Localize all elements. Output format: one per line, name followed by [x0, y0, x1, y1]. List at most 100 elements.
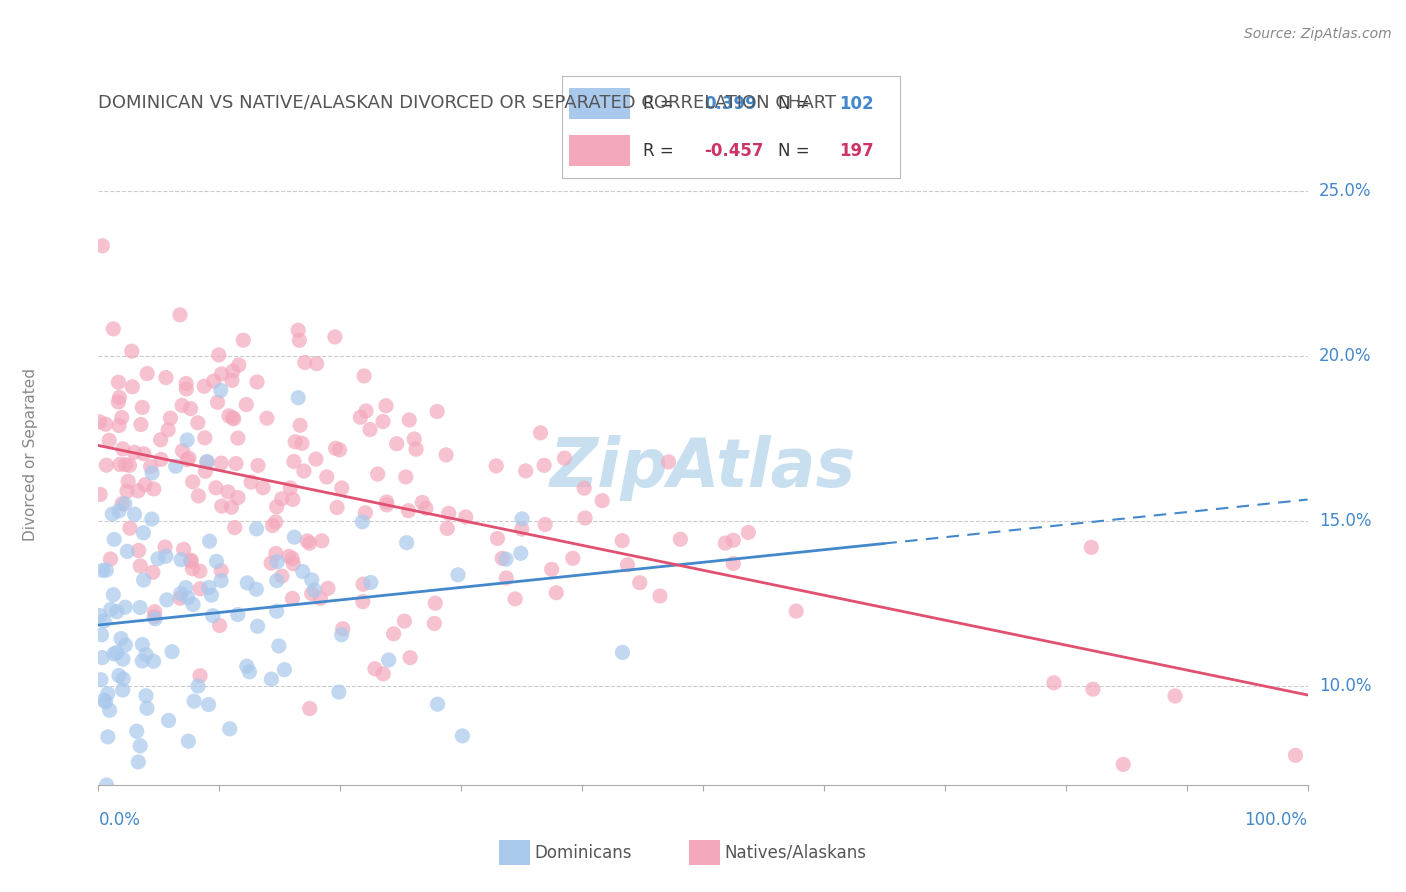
Point	[91, 650, 114, 665]
Point	[108, 504, 131, 518]
Point	[156, 593, 179, 607]
Point	[714, 536, 737, 550]
Point	[515, 464, 537, 478]
Point	[246, 375, 269, 389]
Point	[188, 669, 211, 683]
Point	[284, 434, 307, 449]
Point	[193, 379, 215, 393]
Point	[451, 729, 474, 743]
Point	[256, 411, 278, 425]
Point	[89, 608, 111, 623]
Point	[529, 425, 551, 440]
Point	[97, 730, 120, 744]
Point	[202, 374, 225, 388]
Point	[785, 604, 807, 618]
Point	[226, 607, 249, 622]
Point	[330, 628, 353, 642]
Point	[96, 563, 118, 577]
Point	[281, 492, 304, 507]
Point	[207, 395, 229, 409]
Text: 10.0%: 10.0%	[1319, 677, 1371, 695]
Point	[108, 391, 131, 405]
Point	[297, 533, 319, 548]
Point	[205, 481, 228, 495]
Point	[129, 417, 152, 432]
Point	[183, 694, 205, 708]
Point	[108, 458, 131, 472]
Point	[533, 458, 555, 473]
Point	[111, 410, 134, 425]
Point	[264, 515, 287, 529]
Point	[236, 659, 259, 673]
Point	[375, 495, 398, 509]
Point	[181, 562, 204, 576]
Point	[305, 357, 328, 371]
Point	[262, 518, 284, 533]
Point	[610, 533, 633, 548]
Point	[124, 508, 146, 522]
Bar	[569, 136, 630, 166]
Point	[291, 565, 314, 579]
Point	[118, 521, 141, 535]
Text: 102: 102	[839, 95, 873, 112]
Point	[373, 666, 395, 681]
Point	[540, 562, 562, 576]
Point	[128, 543, 150, 558]
Point	[103, 533, 125, 547]
Point	[129, 558, 152, 573]
Point	[89, 415, 111, 429]
Text: R =: R =	[644, 142, 679, 160]
Point	[211, 499, 233, 513]
Point	[142, 654, 165, 668]
Point	[136, 701, 159, 715]
Point	[108, 668, 131, 682]
Point	[100, 602, 122, 616]
Point	[669, 533, 692, 547]
Point	[180, 554, 202, 568]
Point	[100, 552, 122, 566]
Text: N =: N =	[779, 142, 815, 160]
Point	[396, 504, 419, 518]
Point	[398, 413, 420, 427]
Point	[115, 484, 138, 499]
Text: 0.0%: 0.0%	[98, 812, 141, 830]
Point	[485, 458, 508, 473]
Point	[226, 431, 249, 445]
Point	[110, 632, 132, 646]
Point	[205, 554, 228, 568]
Point	[176, 452, 198, 467]
Point	[103, 588, 125, 602]
Point	[628, 575, 651, 590]
Text: 15.0%: 15.0%	[1319, 512, 1371, 530]
Point	[221, 373, 243, 387]
Point	[103, 322, 125, 336]
Point	[495, 552, 517, 566]
Text: 197: 197	[839, 142, 875, 160]
Text: N =: N =	[779, 95, 815, 112]
Point	[315, 470, 337, 484]
Point	[93, 614, 115, 628]
Point	[98, 703, 121, 717]
Point	[561, 551, 583, 566]
Point	[131, 638, 153, 652]
Point	[157, 714, 180, 728]
Point	[160, 645, 183, 659]
Text: Natives/Alaskans: Natives/Alaskans	[724, 844, 866, 862]
Point	[323, 330, 346, 344]
Point	[294, 355, 316, 369]
Point	[349, 410, 371, 425]
Point	[277, 549, 299, 564]
Point	[132, 447, 155, 461]
Point	[287, 391, 309, 405]
Point	[353, 368, 375, 383]
Point	[127, 755, 149, 769]
Point	[124, 445, 146, 459]
Point	[426, 697, 449, 711]
Point	[309, 591, 332, 606]
Point	[187, 416, 209, 430]
Point	[96, 778, 118, 792]
Point	[426, 404, 449, 418]
Text: Divorced or Separated: Divorced or Separated	[22, 368, 38, 541]
Point	[181, 475, 204, 489]
Point	[132, 525, 155, 540]
